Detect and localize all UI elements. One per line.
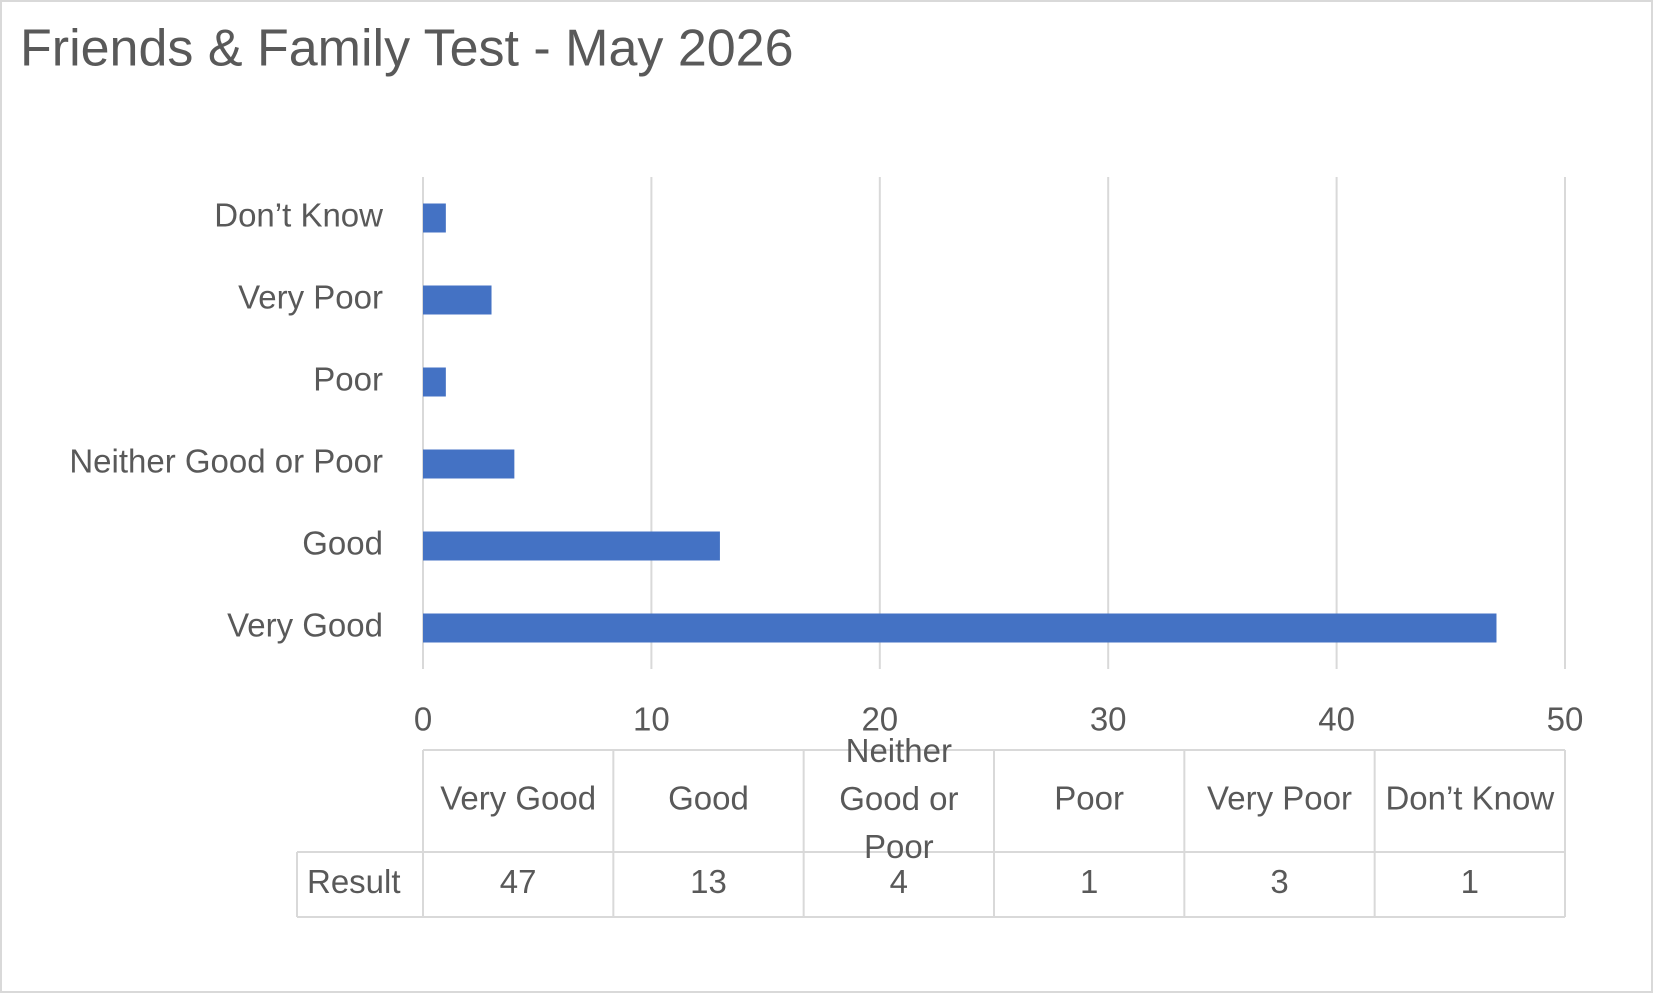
table-header: Good <box>668 780 749 817</box>
table-series-name: Result <box>307 863 401 900</box>
table-header: Very Good <box>440 780 596 817</box>
table-value: 47 <box>500 863 537 900</box>
bar <box>423 285 492 315</box>
bar <box>423 449 515 479</box>
bar <box>423 531 720 561</box>
bar <box>423 367 446 397</box>
table-header: Poor <box>1054 780 1124 817</box>
x-tick-label: 0 <box>414 701 432 738</box>
x-tick-label: 30 <box>1090 701 1127 738</box>
x-tick-label: 50 <box>1547 701 1584 738</box>
y-tick-label: Very Poor <box>238 279 383 316</box>
x-tick-label: 20 <box>861 701 898 738</box>
x-tick-label: 40 <box>1318 701 1355 738</box>
y-tick-label: Very Good <box>227 607 383 644</box>
y-tick-label: Good <box>302 525 383 562</box>
chart-title: Friends & Family Test - May 2026 <box>20 20 794 78</box>
table-value: 1 <box>1080 863 1098 900</box>
table-header: Very Poor <box>1207 780 1352 817</box>
table-value: 13 <box>690 863 727 900</box>
table-header: Neither Good or Poor <box>839 732 958 865</box>
y-tick-label: Poor <box>313 361 383 398</box>
table-value: 3 <box>1270 863 1288 900</box>
bar <box>423 613 1497 643</box>
table-value: 4 <box>890 863 908 900</box>
y-tick-label: Neither Good or Poor <box>69 443 383 480</box>
bar <box>423 203 446 233</box>
x-tick-label: 10 <box>633 701 670 738</box>
table-value: 1 <box>1461 863 1479 900</box>
y-tick-label: Don’t Know <box>214 197 383 234</box>
table-header: Don’t Know <box>1385 780 1554 817</box>
